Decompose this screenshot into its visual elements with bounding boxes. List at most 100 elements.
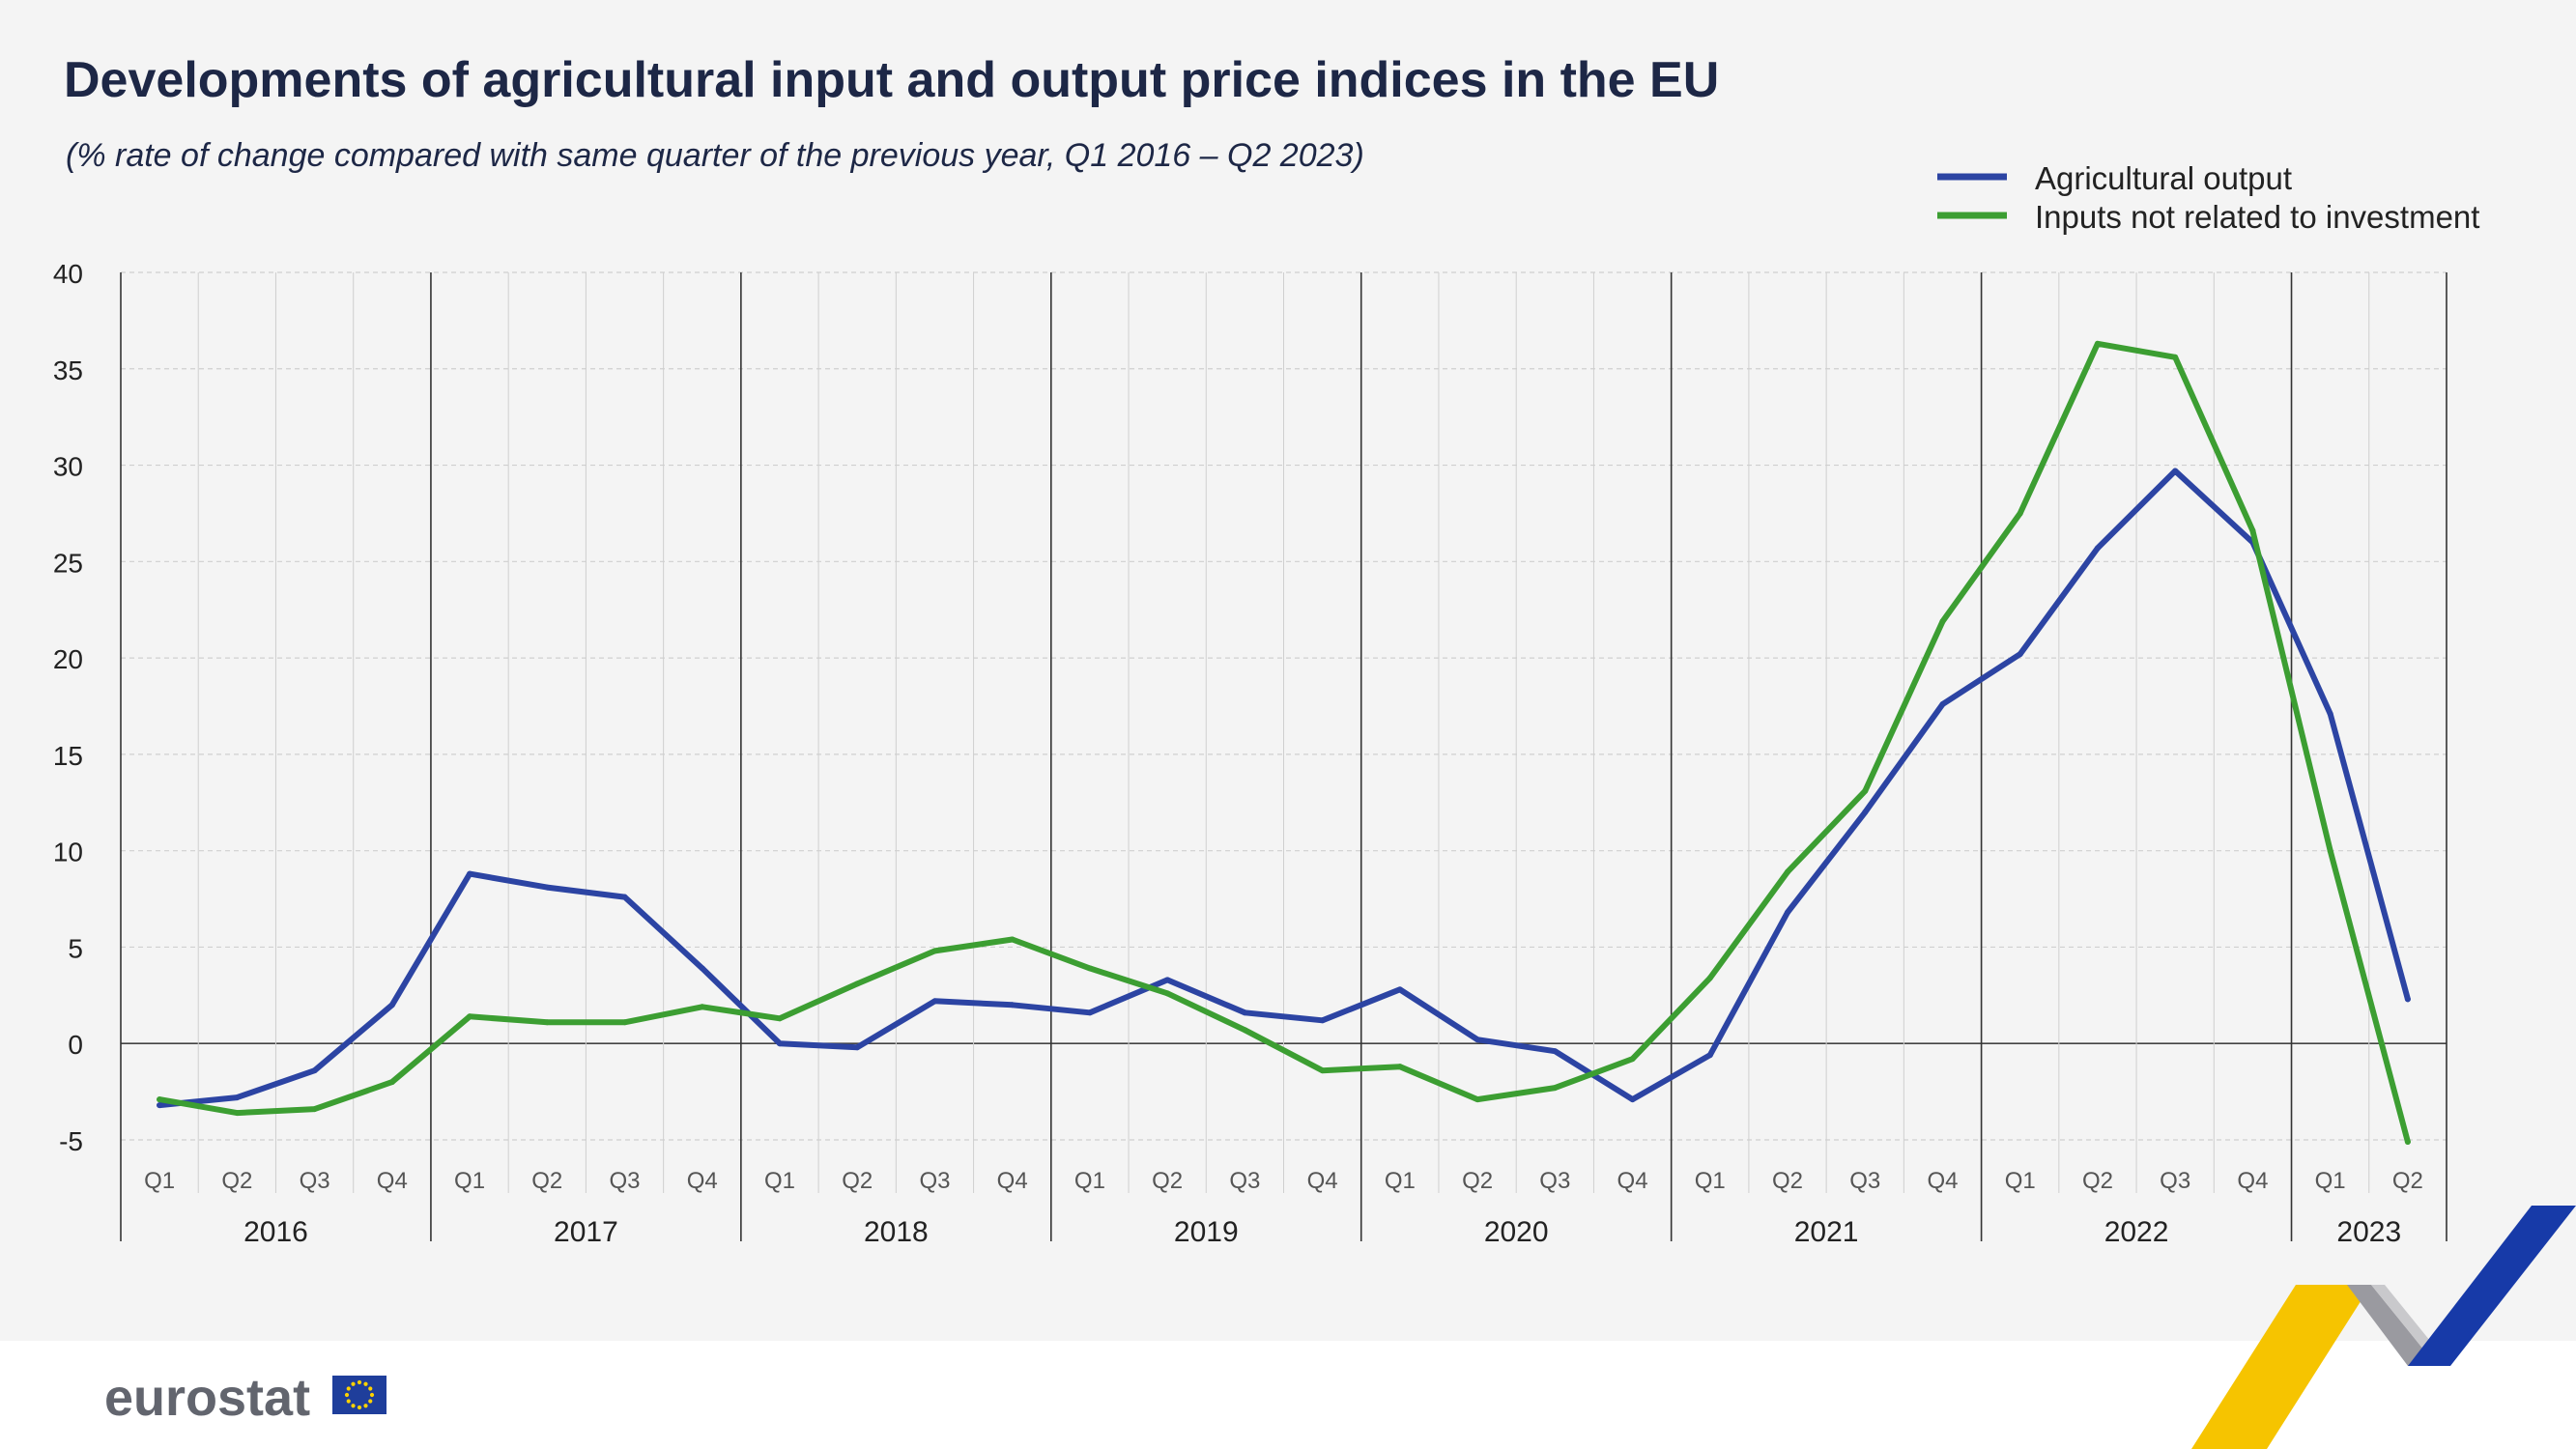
data-point [1552,1085,1559,1092]
flag-star [351,1404,356,1408]
x-quarter-label: Q3 [300,1168,330,1194]
data-point [1009,936,1016,943]
data-point [699,965,705,972]
flag-star [369,1392,375,1398]
flag-star [346,1399,351,1404]
x-quarter-label: Q4 [377,1168,408,1194]
legend-label-inputs-not-related-to-investment: Inputs not related to investment [2035,199,2479,235]
data-point [2172,468,2179,474]
data-point [1396,986,1403,993]
flag-star [357,1379,362,1385]
data-point [1862,809,1869,815]
x-quarter-label: Q3 [1849,1168,1880,1194]
data-point [1086,965,1093,972]
x-quarter-label: Q2 [221,1168,252,1194]
data-point [1396,1064,1403,1070]
x-year-label: 2019 [1174,1216,1239,1248]
data-point [1629,1056,1636,1063]
data-point [1009,1002,1016,1009]
y-tick-label: 40 [53,259,83,289]
y-tick-label: -5 [59,1126,83,1156]
x-quarter-label: Q3 [919,1168,950,1194]
data-point [854,1044,861,1051]
data-point [699,1004,705,1010]
x-quarter-label: Q1 [144,1168,175,1194]
series-line-inputs-not-related-to-investment [157,340,2411,1145]
flag-star [368,1399,373,1404]
data-point [2017,510,2023,517]
data-point [1785,868,1791,875]
y-tick-label: 15 [53,741,83,771]
data-point [1474,1096,1481,1103]
x-quarter-label: Q2 [2082,1168,2113,1194]
data-point [776,1040,783,1047]
eurostat-logo: eurostat [104,1369,386,1427]
y-tick-label: 25 [53,548,83,578]
legend: Agricultural output Inputs not related t… [1937,160,2479,235]
flag-star [363,1381,368,1386]
data-point [467,870,473,877]
x-quarter-label: Q4 [1307,1168,1338,1194]
data-point [1629,1096,1636,1103]
x-quarter-label: Q3 [1539,1168,1570,1194]
flag-star [368,1386,373,1391]
data-point [1319,1067,1326,1074]
x-quarter-label: Q2 [842,1168,873,1194]
data-point [2017,651,2023,658]
data-point [1939,618,1946,625]
flag-star [357,1405,362,1410]
footer-background [0,1341,2576,1449]
data-point [1164,977,1171,983]
flag-star [344,1392,350,1398]
data-point [1785,909,1791,916]
data-point [234,1094,241,1101]
x-quarter-label: Q4 [997,1168,1028,1194]
data-point [2172,354,2179,360]
x-quarter-label: Q1 [454,1168,485,1194]
data-point [1319,1017,1326,1024]
logo-wordmark: eurostat [104,1369,310,1427]
x-quarter-label: Q1 [2005,1168,2036,1194]
x-quarter-label: Q1 [1074,1168,1105,1194]
eu-flag-icon [332,1376,386,1414]
data-point [1706,975,1713,981]
data-point [311,1106,318,1113]
data-point [931,998,938,1005]
x-quarter-label: Q2 [531,1168,562,1194]
data-point [2094,545,2101,552]
data-point [621,894,628,900]
x-year-label: 2020 [1484,1216,1549,1248]
y-tick-label: 0 [68,1030,83,1060]
series-lines [157,340,2411,1145]
data-point [2404,1138,2411,1145]
data-point [2094,340,2101,347]
y-axis: 40 35 30 25 20 15 10 5 0 -5 [53,259,83,1156]
grid [120,271,2447,1241]
y-tick-label: 30 [53,452,83,482]
data-point [311,1067,318,1074]
data-point [1706,1052,1713,1059]
data-point [388,1079,395,1086]
x-year-label: 2016 [243,1216,308,1248]
eurostat-chevron-graphic [2191,1206,2576,1449]
legend-label-agricultural-output: Agricultural output [2035,160,2292,196]
x-quarter-label: Q4 [687,1168,718,1194]
x-axis: Q1 Q2 Q3 Q4 Q1 Q2 Q3 Q4 Q1 Q2 Q3 Q4 Q1 Q2 Q3 Q4 Q1 Q2 Q3 Q4… [144,1168,2423,1248]
x-quarter-label: Q3 [610,1168,641,1194]
data-point [2249,527,2256,534]
x-quarter-label: Q4 [1617,1168,1648,1194]
x-quarter-label: Q4 [2237,1168,2268,1194]
data-point [544,1019,551,1026]
chart-title: Developments of agricultural input and o… [64,52,1719,108]
y-tick-label: 20 [53,644,83,674]
data-point [234,1110,241,1117]
x-year-label: 2018 [864,1216,929,1248]
x-year-label: 2021 [1794,1216,1859,1248]
x-year-label: 2017 [554,1216,618,1248]
data-point [776,1015,783,1022]
x-quarter-label: Q1 [764,1168,795,1194]
data-point [1939,701,1946,708]
data-point [2327,847,2333,854]
x-quarter-label: Q1 [1385,1168,1416,1194]
